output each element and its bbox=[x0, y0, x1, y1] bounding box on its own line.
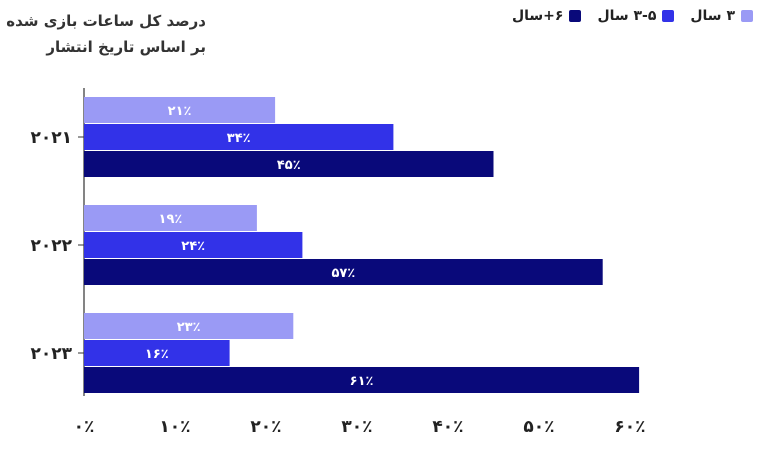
bar-2-series-2 bbox=[84, 232, 303, 258]
x-tick-label-6: ۵۰٪ bbox=[523, 417, 554, 437]
chart-title: درصد کل ساعات بازی شده bbox=[6, 12, 206, 30]
chart-title-block: درصد کل ساعات بازی شده بر اساس تاریخ انت… bbox=[0, 8, 206, 60]
bar-3-series-2 bbox=[84, 340, 230, 366]
data-label-2-series-1: ۱۹٪ bbox=[159, 212, 183, 227]
legend-label-series-2: ۳-۵ سال bbox=[597, 8, 657, 24]
bar-1-series-3 bbox=[84, 151, 494, 177]
data-label-1-series-2: ۳۴٪ bbox=[227, 131, 251, 146]
legend-label-series-1: ۳ سال bbox=[690, 8, 735, 24]
x-tick-label-1: ۰٪ bbox=[74, 417, 95, 437]
bar-1-series-1 bbox=[84, 97, 276, 123]
x-tick-label-3: ۲۰٪ bbox=[250, 417, 281, 437]
legend-swatch-series-1 bbox=[741, 10, 753, 22]
chart-legend: ۳ سال ۳-۵ سال ۶+سال bbox=[512, 8, 753, 24]
legend-swatch-series-2 bbox=[662, 10, 675, 22]
data-label-1-series-3: ۴۵٪ bbox=[277, 158, 301, 173]
data-label-2-series-3: ۵۷٪ bbox=[331, 266, 355, 281]
category-label-1: ۲۰۲۱ bbox=[30, 128, 72, 148]
legend-label-series-3: ۶+سال bbox=[512, 8, 564, 24]
data-label-3-series-1: ۲۳٪ bbox=[177, 320, 201, 335]
legend-item-series-1: ۳ سال bbox=[690, 8, 753, 24]
legend-swatch-series-3 bbox=[569, 10, 582, 22]
category-label-3: ۲۰۲۳ bbox=[30, 344, 72, 364]
chart-subtitle: بر اساس تاریخ انتشار bbox=[46, 38, 206, 56]
bar-2-series-3 bbox=[84, 259, 603, 285]
data-label-1-series-1: ۲۱٪ bbox=[168, 104, 192, 119]
bar-3-series-1 bbox=[84, 313, 294, 339]
x-tick-label-2: ۱۰٪ bbox=[159, 417, 190, 437]
bar-2-series-1 bbox=[84, 205, 257, 231]
legend-item-series-2: ۳-۵ سال bbox=[597, 8, 675, 24]
x-tick-label-5: ۴۰٪ bbox=[432, 417, 463, 437]
data-label-2-series-2: ۲۴٪ bbox=[181, 239, 205, 254]
bar-1-series-2 bbox=[84, 124, 394, 150]
data-label-3-series-3: ۶۱٪ bbox=[350, 374, 374, 389]
x-tick-label-7: ۶۰٪ bbox=[614, 417, 645, 437]
bar-3-series-3 bbox=[84, 367, 640, 393]
category-label-2: ۲۰۲۲ bbox=[30, 236, 72, 256]
data-label-3-series-2: ۱۶٪ bbox=[145, 347, 169, 362]
legend-item-series-3: ۶+سال bbox=[512, 8, 582, 24]
x-tick-label-4: ۳۰٪ bbox=[341, 417, 372, 437]
